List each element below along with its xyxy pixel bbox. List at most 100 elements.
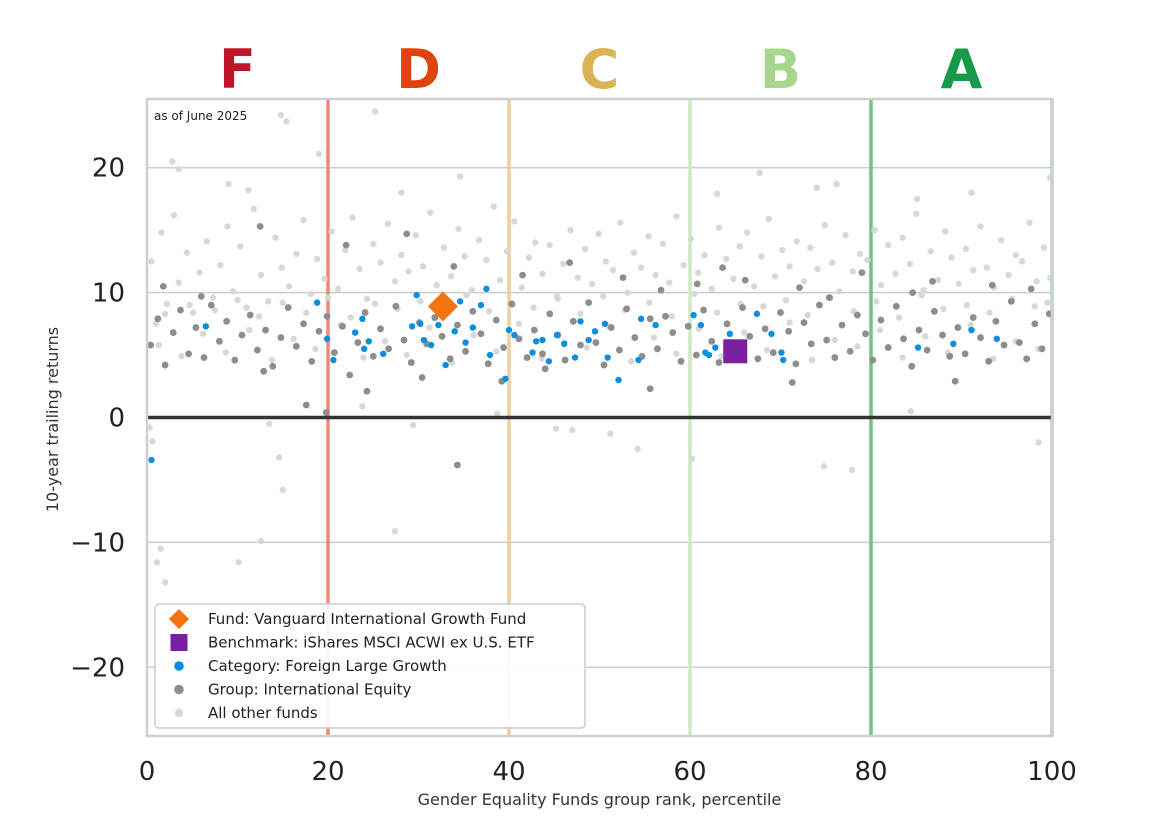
scatter-point xyxy=(300,216,307,224)
scatter-point xyxy=(665,279,673,286)
scatter-point xyxy=(496,276,504,284)
x-tick-label: 40 xyxy=(492,757,525,787)
scatter-point xyxy=(900,335,907,343)
scatter-point xyxy=(454,461,461,469)
scatter-point xyxy=(589,280,596,288)
scatter-point xyxy=(400,336,408,344)
scatter-point xyxy=(546,310,554,318)
scatter-point xyxy=(254,346,261,354)
scatter-point xyxy=(413,291,420,299)
scatter-point xyxy=(307,290,315,298)
scatter-point xyxy=(196,269,203,276)
scatter-point xyxy=(915,326,923,334)
scatter-point xyxy=(485,308,493,315)
scatter-point xyxy=(869,356,877,364)
scatter-point xyxy=(673,213,680,220)
scatter-point xyxy=(539,270,546,278)
scatter-point xyxy=(955,280,962,288)
scatter-point xyxy=(599,293,607,300)
scatter-point xyxy=(646,385,654,393)
scatter-point xyxy=(652,321,659,329)
scatter-point xyxy=(808,356,816,364)
scatter-point xyxy=(152,320,160,328)
scatter-point xyxy=(746,332,754,340)
scatter-point xyxy=(793,238,800,245)
scatter-point xyxy=(785,327,793,335)
scatter-point xyxy=(1018,258,1026,265)
legend-marker xyxy=(174,684,184,695)
scatter-point xyxy=(398,251,405,259)
scatter-point xyxy=(177,306,184,314)
scatter-point xyxy=(807,244,814,251)
scatter-point xyxy=(245,186,252,194)
scatter-points xyxy=(146,108,1054,586)
scatter-point xyxy=(377,325,384,333)
scatter-point xyxy=(427,341,435,349)
scatter-point xyxy=(178,353,185,360)
scatter-point xyxy=(511,218,518,225)
highlight-markers xyxy=(427,291,748,364)
scatter-point xyxy=(908,362,916,370)
scatter-point xyxy=(942,228,949,235)
scatter-point xyxy=(927,248,934,255)
scatter-point xyxy=(250,205,257,213)
scatter-point xyxy=(339,322,346,330)
scatter-point xyxy=(342,241,350,249)
scatter-point xyxy=(800,278,808,285)
scatter-point xyxy=(419,263,427,270)
scatter-point xyxy=(246,311,254,319)
scatter-point xyxy=(871,226,878,234)
scatter-point xyxy=(183,249,191,256)
scatter-point xyxy=(519,271,526,279)
scatter-point xyxy=(634,445,641,452)
scatter-point xyxy=(426,324,433,331)
scatter-point xyxy=(321,275,328,283)
scatter-point xyxy=(595,230,602,238)
scatter-point xyxy=(456,298,464,305)
scatter-point xyxy=(692,351,700,359)
scatter-point xyxy=(435,321,442,329)
scatter-point xyxy=(899,354,906,361)
scatter-point xyxy=(197,292,205,300)
scatter-point xyxy=(322,409,330,416)
scatter-point xyxy=(600,361,608,369)
x-axis-ticks: 0 20 40 60 80 100 xyxy=(139,757,1077,787)
y-tick-label: 0 xyxy=(108,404,125,434)
scatter-point xyxy=(723,255,730,263)
scatter-point xyxy=(913,210,920,218)
scatter-point xyxy=(502,375,509,382)
scatter-point xyxy=(786,319,793,326)
scatter-point xyxy=(235,559,242,566)
scatter-point xyxy=(637,315,645,323)
scatter-point xyxy=(417,320,424,328)
scatter-point xyxy=(862,330,869,338)
scatter-point xyxy=(659,240,667,248)
scatter-point xyxy=(494,410,501,417)
scatter-point xyxy=(977,223,984,230)
scatter-point xyxy=(1035,439,1042,446)
scatter-point xyxy=(269,362,277,370)
scatter-point xyxy=(381,338,389,345)
legend-marker xyxy=(170,634,188,651)
scatter-point xyxy=(349,214,356,221)
scatter-point xyxy=(968,189,975,196)
scatter-point xyxy=(624,289,631,296)
scatter-point xyxy=(1040,244,1048,251)
scatter-point xyxy=(1012,251,1019,259)
scatter-point xyxy=(417,298,424,305)
scatter-point xyxy=(780,356,787,364)
scatter-point xyxy=(604,354,611,361)
scatter-point xyxy=(530,326,538,334)
scatter-point xyxy=(455,225,462,233)
scatter-point xyxy=(302,401,310,409)
scatter-point xyxy=(561,340,568,348)
scatter-point xyxy=(148,456,155,464)
scatter-point xyxy=(807,340,815,348)
scatter-point xyxy=(530,304,537,311)
scatter-point xyxy=(207,301,215,309)
scatter-point xyxy=(155,341,162,349)
scatter-point xyxy=(275,454,283,461)
scatter-point xyxy=(371,108,379,115)
scatter-point xyxy=(623,305,631,313)
